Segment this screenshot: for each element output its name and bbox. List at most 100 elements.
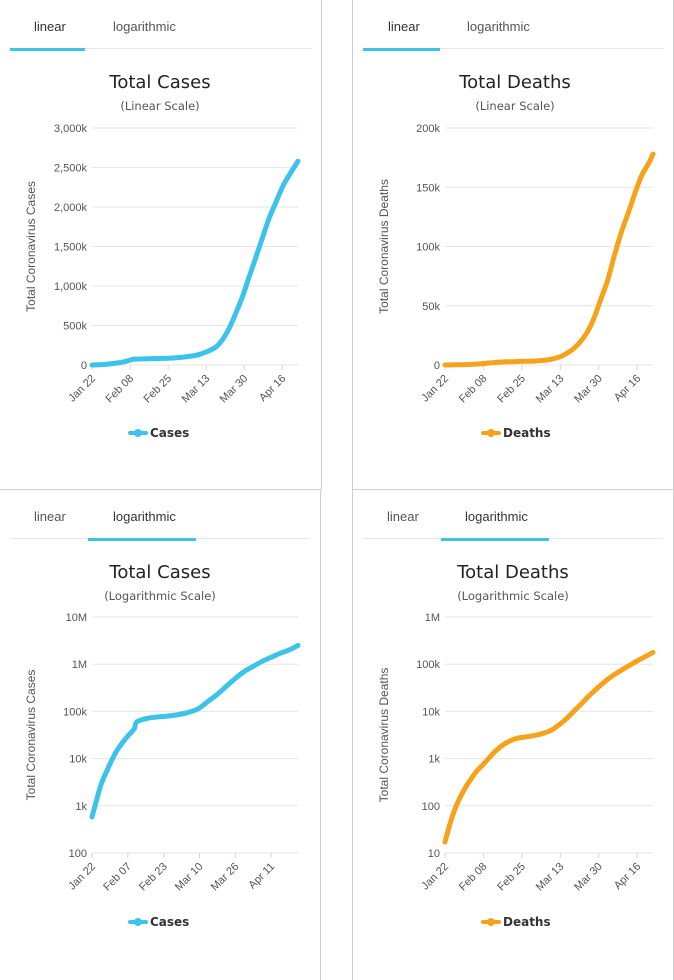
y-tick-label: 0 [434,360,440,372]
y-tick-label: 2,000k [54,202,88,214]
y-tick-label: 100 [69,848,87,860]
chart-title: Total Cases [108,72,210,93]
x-tick-label: Apr 11 [246,861,277,892]
x-tick-label: Apr 16 [612,373,643,404]
x-tick-label: Feb 25 [142,373,175,406]
legend-label: Cases [150,426,189,440]
y-tick-label: 0 [81,360,87,372]
active-tab-indicator [88,538,196,541]
x-tick-label: Feb 08 [457,373,490,406]
x-tick-label: Jan 22 [419,861,451,893]
x-tick-label: Feb 23 [137,861,170,894]
y-tick-label: 3,000k [54,123,88,135]
y-tick-label: 1k [428,754,440,766]
x-tick-label: Feb 25 [495,373,528,406]
legend-label: Deaths [503,426,551,440]
tab-logarithmic[interactable]: logarithmic [465,509,528,524]
x-tick-label: Mar 30 [572,861,605,894]
x-tick-label: Jan 22 [66,373,98,405]
chart-subtitle: (Linear Scale) [475,99,554,113]
chart-deaths-log: Total Deaths (Logarithmic Scale) 10 100 1k 10… [377,562,656,929]
chart-subtitle: (Linear Scale) [120,99,199,113]
x-tick-label: Apr 16 [257,373,288,404]
x-tick-label: Jan 22 [419,373,451,405]
y-tick-label: 1,000k [54,281,88,293]
y-tick-label: 1M [72,659,87,671]
y-tick-label: 150k [416,182,440,194]
y-axis-label: Total Coronavirus Deaths [377,179,391,314]
scale-tabs: linear logarithmic [363,490,663,541]
y-tick-label: 2,500k [54,163,88,175]
scale-tabs: linear logarithmic [10,490,310,541]
tab-linear[interactable]: linear [34,19,66,34]
legend-item[interactable]: Cases [128,915,189,929]
y-axis-label: Total Coronavirus Cases [24,670,38,801]
scale-tabs: linear logarithmic [10,0,311,51]
legend-marker [134,918,142,926]
active-tab-indicator [363,48,440,51]
legend-item[interactable]: Cases [128,426,189,440]
x-tick-label: Feb 25 [495,861,528,894]
y-tick-label: 1M [425,612,440,624]
tab-logarithmic[interactable]: logarithmic [467,19,530,34]
x-tick-label: Apr 16 [612,861,643,892]
x-tick-label: Mar 26 [209,861,242,894]
tab-logarithmic[interactable]: logarithmic [113,19,176,34]
chart-cases-log: Total Cases (Logarithmic Scale) 100 1k 10k 10… [24,562,301,929]
legend-label: Deaths [503,915,551,929]
x-tick-label: Mar 13 [534,373,567,406]
legend-marker [134,429,142,437]
x-tick-label: Mar 13 [180,373,213,406]
series-line-cases [89,158,301,368]
y-tick-label: 500k [63,321,87,333]
series-line-deaths [442,151,656,368]
x-tick-label: Jan 22 [66,861,98,893]
y-tick-label: 100k [416,659,440,671]
y-tick-label: 10k [69,754,87,766]
y-tick-label: 100k [416,242,440,254]
chart-cases-linear: Total Cases (Linear Scale) 0 500k 1,000k 1,50… [24,72,301,440]
x-tick-label: Feb 08 [457,861,490,894]
chart-title: Total Cases [108,562,210,583]
tab-linear[interactable]: linear [388,19,420,34]
series-line-deaths [442,649,656,845]
chart-panel-cases-linear: linear logarithmic Total Cases (Linear Sc… [0,0,322,490]
chart-title: Total Deaths [456,562,569,583]
chart-panel-deaths-log: linear logarithmic Total Deaths (Logarith… [352,489,674,980]
chart-panel-cases-log: linear logarithmic Total Cases (Logarithm… [0,489,321,980]
x-tick-label: Feb 08 [103,373,136,406]
legend-item[interactable]: Deaths [481,915,551,929]
legend-item[interactable]: Deaths [481,426,551,440]
x-tick-label: Mar 10 [173,861,206,894]
y-tick-label: 1,500k [54,242,88,254]
active-tab-indicator [10,48,85,51]
chart-deaths-linear: Total Deaths (Linear Scale) 0 50k 100k 150k 20… [377,72,656,440]
x-tick-label: Mar 30 [572,373,605,406]
y-tick-label: 10 [428,848,440,860]
x-tick-label: Mar 30 [218,373,251,406]
y-axis-label: Total Coronavirus Cases [24,181,38,312]
tab-linear[interactable]: linear [387,509,419,524]
active-tab-indicator [441,538,549,541]
y-axis-label: Total Coronavirus Deaths [377,668,391,803]
legend-label: Cases [150,915,189,929]
y-tick-label: 10k [422,706,440,718]
x-tick-label: Feb 07 [101,861,134,894]
tab-linear[interactable]: linear [34,509,66,524]
chart-subtitle: (Logarithmic Scale) [457,589,569,603]
series-line-cases [89,642,301,820]
chart-subtitle: (Logarithmic Scale) [104,589,216,603]
y-tick-label: 1k [75,801,87,813]
legend-marker [487,429,495,437]
chart-panel-deaths-linear: linear logarithmic Total Deaths (Linear S… [352,0,674,490]
legend-marker [487,918,495,926]
tab-logarithmic[interactable]: logarithmic [113,509,176,524]
chart-title: Total Deaths [458,72,571,93]
y-tick-label: 10M [66,612,87,624]
y-tick-label: 50k [422,301,440,313]
scale-tabs: linear logarithmic [363,0,663,51]
y-tick-label: 100k [63,706,87,718]
y-tick-label: 100 [422,801,440,813]
x-tick-label: Mar 13 [534,861,567,894]
y-tick-label: 200k [416,123,440,135]
